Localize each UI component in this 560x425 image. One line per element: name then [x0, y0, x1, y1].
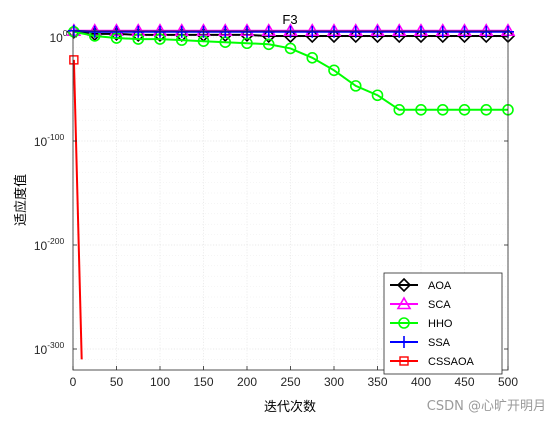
x-tick-label: 300 [324, 375, 344, 389]
data-point-aoa [435, 28, 450, 44]
data-point-ssa [175, 25, 188, 38]
legend-marker-hho [398, 317, 410, 329]
data-point-aoa [305, 28, 320, 44]
grid [72, 31, 509, 370]
legend-label-sca: SCA [428, 299, 451, 311]
data-point-hho [480, 104, 493, 116]
data-point-hho [328, 64, 340, 77]
data-point-hho [306, 51, 319, 64]
data-point-aoa [283, 28, 298, 44]
data-point-hho [458, 104, 471, 116]
y-tick-label-exponent: -200 [47, 236, 64, 246]
data-point-hho [284, 42, 297, 55]
data-point-aoa [348, 28, 363, 44]
x-tick-label: 150 [193, 375, 213, 389]
legend-label-aoa: AOA [428, 280, 452, 292]
x-axis-label: 迭代次数 [264, 399, 316, 414]
data-point-ssa [393, 25, 406, 38]
x-tick-label: 400 [411, 375, 431, 389]
data-point-aoa [479, 28, 494, 44]
data-point-hho [349, 80, 362, 92]
x-tick-label: 450 [454, 375, 474, 389]
legend-marker-ssa [398, 336, 410, 348]
y-tick-label-base: 10 [34, 343, 48, 357]
legend-marker-aoa [396, 277, 412, 293]
legend-label-cssaoa: CSSAOA [428, 356, 475, 368]
y-tick-label-base: 10 [34, 239, 48, 253]
x-tick-label: 500 [498, 375, 518, 389]
y-tick-label-exponent: 0 [63, 28, 68, 38]
data-point-ssa [480, 25, 493, 38]
data-point-aoa [392, 28, 407, 44]
x-tick-label: 0 [70, 375, 77, 389]
data-point-hho [241, 37, 253, 50]
x-tick-label: 200 [237, 375, 257, 389]
x-tick-label: 100 [150, 375, 170, 389]
legend-marker-sca [396, 296, 412, 310]
data-point-aoa [370, 28, 385, 44]
data-point-aoa [457, 28, 472, 44]
data-point-aoa [413, 28, 429, 44]
x-tick-label: 350 [367, 375, 387, 389]
legend: AOA SCA HHO SSA CSSAOA [383, 272, 503, 375]
data-point-aoa [261, 28, 276, 44]
data-point-cssaoa [69, 55, 79, 65]
y-tick-label-exponent: -100 [47, 132, 64, 142]
series-cssaoa [69, 55, 83, 360]
series-line-hho [73, 30, 508, 111]
x-tick-label: 50 [110, 375, 124, 389]
series-ssa [67, 24, 514, 38]
legend-marker-cssaoa [399, 356, 409, 366]
data-point-hho [415, 104, 427, 116]
y-tick-label-exponent: -300 [47, 340, 64, 350]
data-point-ssa [132, 25, 145, 38]
y-tick-label-base: 10 [49, 31, 63, 45]
watermark: CSDN @心旷开明月 [426, 399, 546, 414]
data-point-ssa [349, 25, 362, 38]
data-point-hho [393, 104, 406, 116]
y-axis-label: 适应度值 [13, 174, 28, 226]
chart-title: F3 [282, 12, 297, 27]
data-point-hho [436, 104, 449, 116]
data-point-ssa [436, 25, 449, 38]
data-point-ssa [88, 25, 101, 38]
legend-label-ssa: SSA [428, 337, 451, 349]
data-point-ssa [306, 25, 319, 38]
series-line-cssaoa [72, 59, 83, 360]
data-point-hho [371, 89, 384, 102]
data-point-ssa [262, 25, 275, 38]
data-point-ssa [219, 25, 232, 38]
legend-label-hho: HHO [428, 318, 453, 330]
data-point-hho [262, 38, 275, 51]
data-point-aoa [326, 28, 342, 44]
y-tick-label-base: 10 [34, 135, 48, 149]
x-tick-label: 250 [280, 375, 300, 389]
